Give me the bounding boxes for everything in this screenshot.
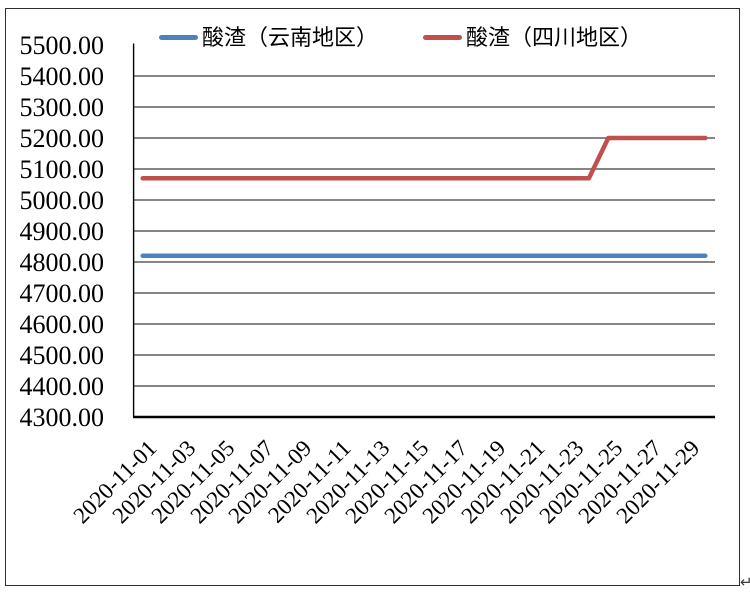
legend-line-marker-icon xyxy=(423,35,462,40)
legend-item: 酸渣（云南地区） xyxy=(159,24,378,51)
y-axis-tick-label: 4600.00 xyxy=(19,309,105,339)
y-axis-tick-label: 5000.00 xyxy=(19,185,105,215)
paragraph-return-mark: ↵ xyxy=(740,573,750,591)
y-axis-tick-label: 4500.00 xyxy=(19,340,105,370)
y-axis-tick-label: 5300.00 xyxy=(19,92,105,122)
chart-frame-border xyxy=(5,8,740,586)
y-axis-tick-label: 5500.00 xyxy=(19,30,105,60)
legend-series-label: 酸渣（云南地区） xyxy=(202,25,379,50)
legend-line-marker-icon xyxy=(159,35,198,40)
y-axis-tick-label: 5400.00 xyxy=(19,61,105,91)
y-axis-tick-label: 4700.00 xyxy=(19,278,105,308)
y-axis-tick-label: 4800.00 xyxy=(19,247,105,277)
y-axis-tick-label: 5100.00 xyxy=(19,154,105,184)
legend-series-label: 酸渣（四川地区） xyxy=(466,25,643,50)
legend-item: 酸渣（四川地区） xyxy=(423,24,642,51)
y-axis-tick-label: 4900.00 xyxy=(19,216,105,246)
y-axis-tick-label: 4300.00 xyxy=(19,402,105,432)
y-axis-tick-label: 4400.00 xyxy=(19,371,105,401)
y-axis-tick-label: 5200.00 xyxy=(19,123,105,153)
